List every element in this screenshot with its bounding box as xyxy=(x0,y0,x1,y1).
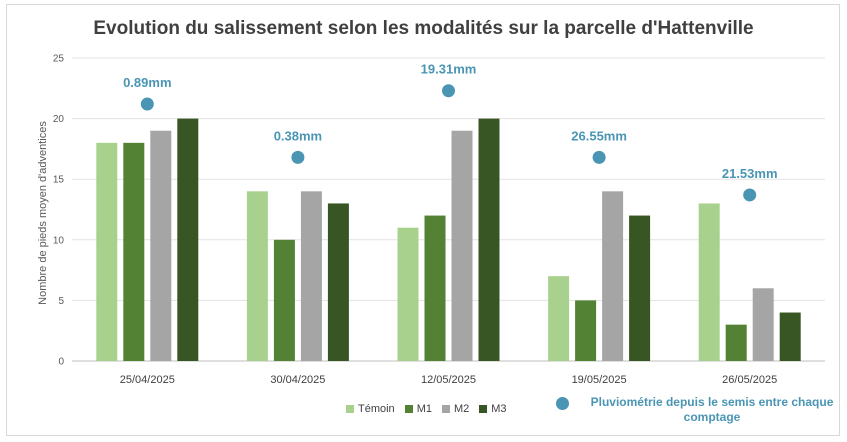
rainfall-label-3: 26.55mm xyxy=(571,128,627,143)
rainfall-marker-4 xyxy=(743,188,757,202)
rainfall-marker-0 xyxy=(140,97,154,111)
rainfall-legend-label: Pluviométrie depuis le semis entre chaqu… xyxy=(590,395,834,424)
bar-m2-0 xyxy=(150,130,172,361)
x-tick-label-2: 12/05/2025 xyxy=(421,374,476,386)
bar-m3-2 xyxy=(478,118,500,361)
y-tick-label-20: 20 xyxy=(53,114,65,125)
rainfall-label-4: 21.53mm xyxy=(722,166,778,181)
y-tick-label-15: 15 xyxy=(53,175,65,186)
bar-tmoin-2 xyxy=(397,227,419,361)
y-tick-label-0: 0 xyxy=(58,357,64,368)
bar-m1-1 xyxy=(273,239,295,361)
y-tick-label-10: 10 xyxy=(53,235,65,246)
legend-item-m2: M2 xyxy=(441,403,470,415)
legend-label-temoin: Témoin xyxy=(358,403,395,415)
legend-swatch-m1 xyxy=(404,405,413,413)
rainfall-marker-1 xyxy=(291,150,305,164)
bar-m2-2 xyxy=(451,130,473,361)
bar-m1-3 xyxy=(575,300,597,361)
bar-m2-4 xyxy=(752,288,774,361)
x-tick-label-3: 19/05/2025 xyxy=(572,374,627,386)
chart-title: Evolution du salissement selon les modal… xyxy=(93,18,754,39)
bar-m3-0 xyxy=(177,118,199,361)
bar-m1-4 xyxy=(725,324,747,361)
rainfall-marker-2 xyxy=(442,84,455,98)
legend-swatch-m2 xyxy=(441,405,450,413)
rainfall-label-1: 0.38mm xyxy=(274,128,322,143)
bar-m3-3 xyxy=(629,215,651,361)
legend-swatch-m3 xyxy=(479,405,488,413)
rainfall-legend-marker xyxy=(556,397,569,410)
rainfall-label-0: 0.89mm xyxy=(123,75,171,90)
rainfall-marker-3 xyxy=(592,150,606,164)
bar-tmoin-4 xyxy=(698,203,720,361)
bar-m3-1 xyxy=(327,203,349,361)
legend-item-m1: M1 xyxy=(404,403,432,415)
y-tick-label-5: 5 xyxy=(58,296,64,307)
rainfall-legend: Pluviométrie depuis le semis entre chaqu… xyxy=(556,395,847,425)
x-tick-label-0: 25/04/2025 xyxy=(120,374,175,386)
bar-tmoin-1 xyxy=(246,191,268,361)
x-tick-label-1: 30/04/2025 xyxy=(270,374,325,386)
legend-item-temoin: Témoin xyxy=(346,403,395,415)
legend-label-m1: M1 xyxy=(416,403,432,415)
bar-m3-4 xyxy=(779,312,801,361)
bar-m1-2 xyxy=(424,215,446,361)
bar-tmoin-0 xyxy=(96,142,118,361)
bar-tmoin-3 xyxy=(548,276,570,361)
series-legend: Témoin M1 M2 M3 xyxy=(346,403,507,415)
x-tick-label-4: 26/05/2025 xyxy=(722,374,777,386)
bar-m2-3 xyxy=(602,191,624,361)
y-tick-label-25: 25 xyxy=(53,54,65,65)
legend-label-m3: M3 xyxy=(491,403,507,415)
legend-item-m3: M3 xyxy=(479,403,507,415)
legend-swatch-temoin xyxy=(346,405,354,413)
bar-m2-1 xyxy=(300,191,322,361)
legend-label-m2: M2 xyxy=(453,403,470,415)
bar-m1-0 xyxy=(123,142,145,361)
rainfall-label-2: 19.31mm xyxy=(421,62,477,77)
